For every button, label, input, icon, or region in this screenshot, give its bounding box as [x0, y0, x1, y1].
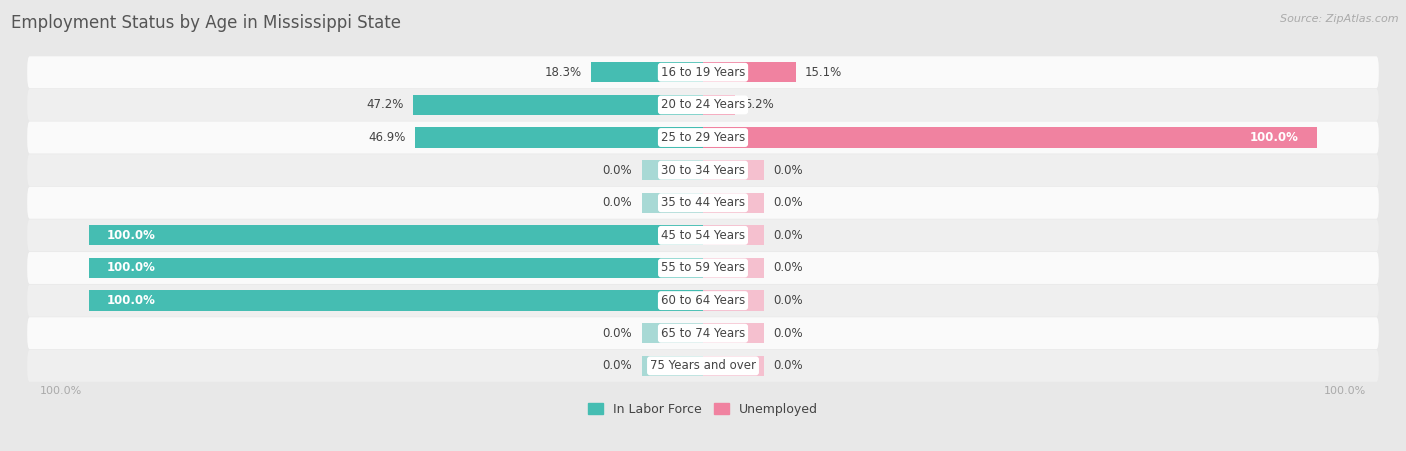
Bar — [703, 258, 765, 278]
Bar — [641, 356, 703, 376]
Text: 100.0%: 100.0% — [39, 386, 82, 396]
Text: 20 to 24 Years: 20 to 24 Years — [661, 98, 745, 111]
Text: 0.0%: 0.0% — [603, 327, 633, 340]
Bar — [89, 290, 703, 311]
Bar — [703, 95, 735, 115]
Bar — [703, 225, 765, 245]
Text: 18.3%: 18.3% — [544, 66, 581, 79]
Text: 0.0%: 0.0% — [603, 359, 633, 373]
Text: 0.0%: 0.0% — [773, 262, 803, 275]
Bar — [703, 160, 765, 180]
Text: 30 to 34 Years: 30 to 34 Years — [661, 164, 745, 177]
Text: Employment Status by Age in Mississippi State: Employment Status by Age in Mississippi … — [11, 14, 401, 32]
Bar — [703, 127, 1317, 147]
Bar — [415, 127, 703, 147]
Text: 0.0%: 0.0% — [773, 359, 803, 373]
Text: 100.0%: 100.0% — [107, 294, 156, 307]
Bar — [703, 290, 765, 311]
Text: Source: ZipAtlas.com: Source: ZipAtlas.com — [1281, 14, 1399, 23]
Text: 45 to 54 Years: 45 to 54 Years — [661, 229, 745, 242]
Bar — [703, 193, 765, 213]
Bar — [89, 225, 703, 245]
Text: 0.0%: 0.0% — [773, 327, 803, 340]
Text: 0.0%: 0.0% — [603, 164, 633, 177]
Text: 75 Years and over: 75 Years and over — [650, 359, 756, 373]
Text: 15.1%: 15.1% — [806, 66, 842, 79]
FancyBboxPatch shape — [27, 252, 1379, 284]
FancyBboxPatch shape — [27, 350, 1379, 382]
Text: 55 to 59 Years: 55 to 59 Years — [661, 262, 745, 275]
Text: 35 to 44 Years: 35 to 44 Years — [661, 196, 745, 209]
Text: 100.0%: 100.0% — [1250, 131, 1299, 144]
Text: 60 to 64 Years: 60 to 64 Years — [661, 294, 745, 307]
FancyBboxPatch shape — [27, 89, 1379, 121]
Legend: In Labor Force, Unemployed: In Labor Force, Unemployed — [583, 398, 823, 421]
Text: 100.0%: 100.0% — [1324, 386, 1367, 396]
FancyBboxPatch shape — [27, 285, 1379, 317]
Text: 0.0%: 0.0% — [603, 196, 633, 209]
Bar — [641, 193, 703, 213]
FancyBboxPatch shape — [27, 121, 1379, 153]
Bar — [641, 160, 703, 180]
Text: 0.0%: 0.0% — [773, 229, 803, 242]
Bar — [641, 323, 703, 343]
Text: 65 to 74 Years: 65 to 74 Years — [661, 327, 745, 340]
FancyBboxPatch shape — [27, 56, 1379, 88]
Text: 46.9%: 46.9% — [368, 131, 406, 144]
FancyBboxPatch shape — [27, 219, 1379, 251]
FancyBboxPatch shape — [27, 187, 1379, 219]
Text: 16 to 19 Years: 16 to 19 Years — [661, 66, 745, 79]
Text: 100.0%: 100.0% — [107, 229, 156, 242]
FancyBboxPatch shape — [27, 154, 1379, 186]
Text: 100.0%: 100.0% — [107, 262, 156, 275]
Text: 47.2%: 47.2% — [367, 98, 404, 111]
Text: 0.0%: 0.0% — [773, 164, 803, 177]
Bar — [703, 62, 796, 83]
Bar — [591, 62, 703, 83]
Bar — [413, 95, 703, 115]
Bar — [703, 323, 765, 343]
Text: 0.0%: 0.0% — [773, 196, 803, 209]
FancyBboxPatch shape — [27, 317, 1379, 349]
Text: 5.2%: 5.2% — [744, 98, 773, 111]
Text: 0.0%: 0.0% — [773, 294, 803, 307]
Bar — [703, 356, 765, 376]
Text: 25 to 29 Years: 25 to 29 Years — [661, 131, 745, 144]
Bar — [89, 258, 703, 278]
